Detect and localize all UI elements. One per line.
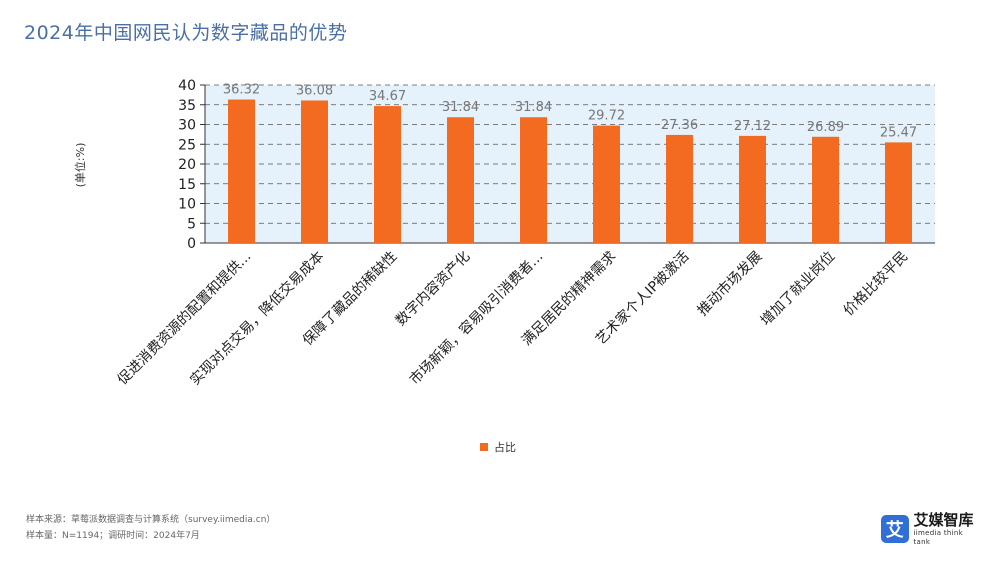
legend: 占比 [480,440,516,454]
y-tick-label: 35 [178,98,196,114]
bar [520,117,547,243]
y-tick-label: 15 [178,177,196,193]
data-label: 29.72 [588,109,625,124]
logo-name-en: iimedia think tank [913,528,963,546]
data-label: 31.84 [515,100,552,115]
logo-name-cn: 艾媒智库 [913,510,974,529]
footer-sample: 样本量：N=1194；调研时间：2024年7月 [26,531,200,541]
legend-label: 占比 [494,440,516,454]
bar [739,135,766,243]
y-tick-label: 0 [187,236,196,252]
bar [593,125,620,243]
bar [885,142,912,243]
y-axis-label: (单位:%) [73,143,87,188]
data-label: 27.12 [734,119,771,134]
bar [301,100,328,243]
data-label: 26.89 [807,120,844,135]
y-tick-label: 5 [187,216,196,232]
x-tick-label: 市场新颖，容易吸引消费者... [406,248,546,388]
x-tick-label: 价格比较平民 [841,249,912,320]
footer: 样本来源：草莓派数据调查与计算系统（survey.iimedia.cn） 样本量… [26,512,275,544]
y-tick-label: 10 [178,197,196,213]
chart-title: 2024年中国网民认为数字藏品的优势 [24,22,348,44]
bar-chart: 0 5 10 15 20 25 30 35 40 36.32 36.08 34.67 31.84 31.… [73,78,935,454]
footer-source: 样本来源：草莓派数据调查与计算系统（survey.iimedia.cn） [26,515,276,525]
x-tick-label: 推动市场发展 [694,248,765,319]
bar [666,134,693,243]
x-tick-label: 数字内容资产化 [392,248,473,329]
data-label: 36.32 [223,83,260,98]
bar [228,99,255,243]
data-label: 36.08 [296,83,333,98]
bar [374,106,401,243]
y-tick-label: 40 [178,78,196,94]
logo-icon: 艾 [881,515,909,543]
x-tick-label: 增加了就业岗位 [758,249,839,330]
y-tick-label: 25 [178,137,196,153]
x-tick-label: 促进消费资源的配置和提供... [115,249,255,389]
x-tick-label: 实现对点交易，降低交易成本 [187,248,328,389]
data-label: 27.36 [661,118,698,133]
bar [447,117,474,243]
data-label: 25.47 [880,125,917,140]
brand-logo: 艾 艾媒智库 iimedia think tank [881,510,981,546]
y-tick-label: 20 [178,157,196,173]
bar [812,136,839,243]
legend-swatch [480,443,488,451]
data-label: 31.84 [442,100,479,115]
y-tick-label: 30 [178,118,196,134]
data-label: 34.67 [369,89,406,104]
